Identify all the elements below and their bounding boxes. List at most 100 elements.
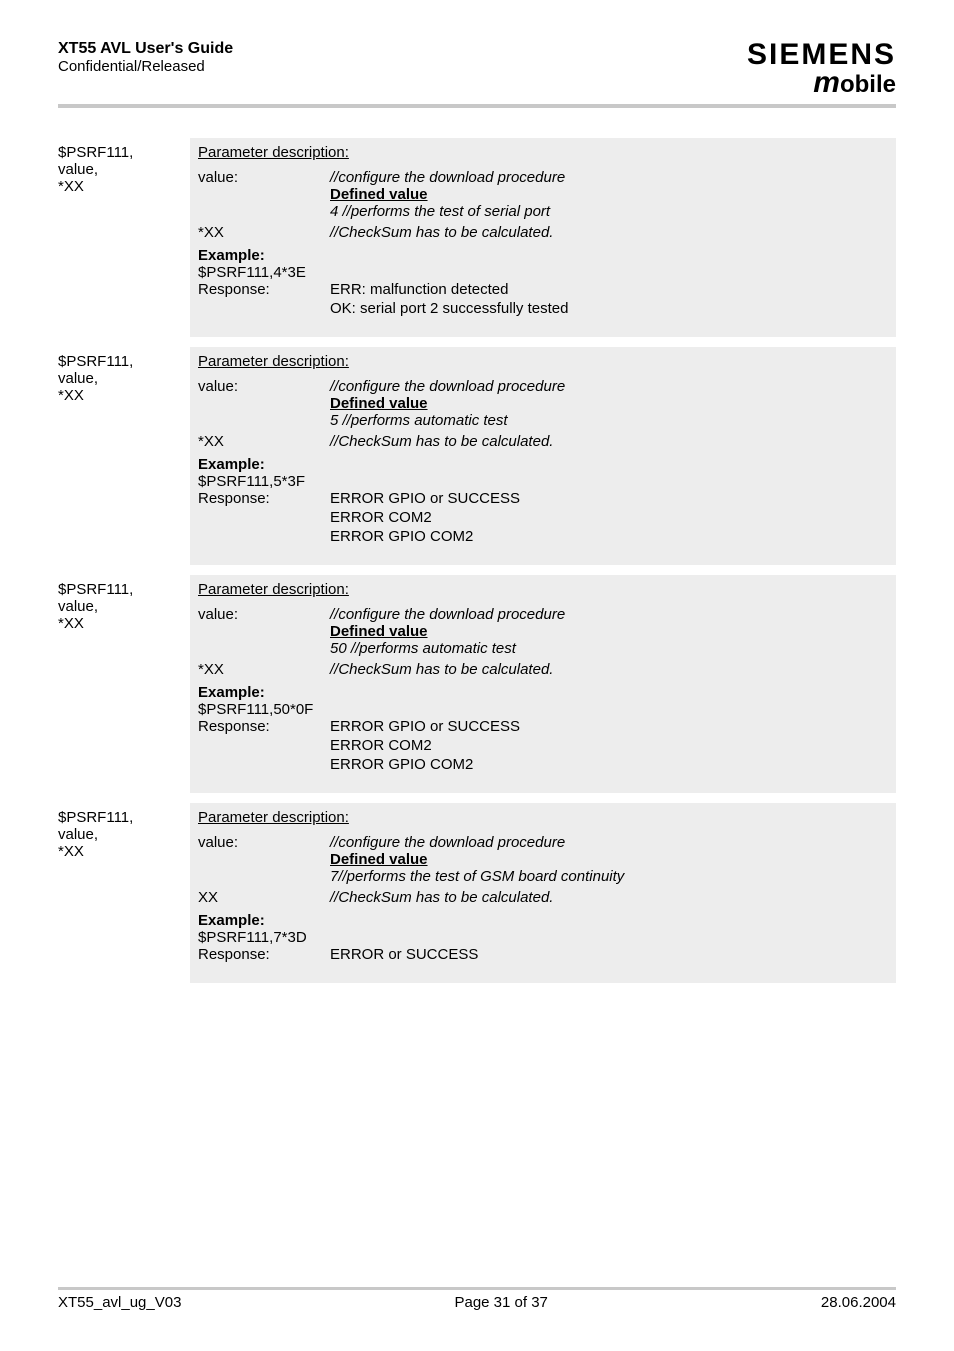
cmd-line: value, [58, 370, 190, 387]
defined-value-text: 4 //performs the test of serial port [330, 203, 550, 220]
command-description: Parameter description: value://configure … [190, 803, 896, 983]
cmd-line: value, [58, 161, 190, 178]
response-row: Response:ERROR or SUCCESS [198, 946, 886, 963]
response-key: Response: [198, 490, 330, 507]
command-block: $PSRF111,value,*XXParameter description:… [58, 347, 896, 565]
xx-comment: //CheckSum has to be calculated. [330, 433, 886, 450]
command-description: Parameter description: value://configure … [190, 575, 896, 793]
header-rule [58, 104, 896, 108]
header-left: XT55 AVL User's Guide Confidential/Relea… [58, 40, 233, 75]
cmd-line: $PSRF111, [58, 581, 190, 598]
value-key: value: [198, 834, 330, 885]
example-label: Example: [198, 912, 886, 929]
value-comment: //configure the download procedure [330, 606, 565, 623]
xx-key: *XX [198, 661, 330, 678]
footer-rule [58, 1287, 896, 1290]
page-header: XT55 AVL User's Guide Confidential/Relea… [58, 40, 896, 98]
command-blocks: $PSRF111,value,*XXParameter description:… [58, 138, 896, 983]
response-row: ERROR GPIO COM2 [198, 528, 886, 545]
response-key: Response: [198, 946, 330, 963]
cmd-line: *XX [58, 178, 190, 195]
response-key: Response: [198, 281, 330, 298]
example-command: $PSRF111,7*3D [198, 929, 886, 946]
xx-comment: //CheckSum has to be calculated. [330, 661, 886, 678]
value-comment: //configure the download procedure [330, 834, 565, 851]
xx-key: *XX [198, 224, 330, 241]
checksum-row: XX//CheckSum has to be calculated. [198, 889, 886, 906]
response-value: ERROR GPIO or SUCCESS [330, 718, 886, 735]
response-key: Response: [198, 718, 330, 735]
xx-key: *XX [198, 433, 330, 450]
value-row: value://configure the download procedure… [198, 378, 886, 429]
response-value: ERR: malfunction detected [330, 281, 886, 298]
response-value: OK: serial port 2 successfully tested [330, 300, 886, 317]
response-row: Response:ERROR GPIO or SUCCESS [198, 490, 886, 507]
checksum-row: *XX//CheckSum has to be calculated. [198, 224, 886, 241]
command-description: Parameter description:value://configure … [190, 347, 896, 565]
response-row: ERROR COM2 [198, 737, 886, 754]
response-row: Response:ERROR GPIO or SUCCESS [198, 718, 886, 735]
page-footer: XT55_avl_ug_V03 Page 31 of 37 28.06.2004 [58, 1287, 896, 1311]
example-command: $PSRF111,4*3E [198, 264, 886, 281]
value-desc: //configure the download procedureDefine… [330, 378, 886, 429]
footer-left: XT55_avl_ug_V03 [58, 1294, 181, 1311]
command-description: Parameter description: value://configure … [190, 138, 896, 337]
response-row: ERROR GPIO COM2 [198, 756, 886, 773]
doc-title: XT55 AVL User's Guide [58, 40, 233, 58]
checksum-row: *XX//CheckSum has to be calculated. [198, 661, 886, 678]
value-desc: //configure the download procedureDefine… [330, 169, 886, 220]
cmd-line: $PSRF111, [58, 809, 190, 826]
page: XT55 AVL User's Guide Confidential/Relea… [0, 0, 954, 1351]
doc-subtitle: Confidential/Released [58, 58, 233, 75]
cmd-line: $PSRF111, [58, 353, 190, 370]
cmd-line: $PSRF111, [58, 144, 190, 161]
example-command: $PSRF111,50*0F [198, 701, 886, 718]
value-comment: //configure the download procedure [330, 378, 565, 395]
value-desc: //configure the download procedureDefine… [330, 834, 886, 885]
value-row: value://configure the download procedure… [198, 834, 886, 885]
parameter-description-heading: Parameter description: [198, 809, 886, 826]
value-row: value://configure the download procedure… [198, 606, 886, 657]
response-value: ERROR or SUCCESS [330, 946, 886, 963]
logo-text-bottom: mobile [747, 68, 896, 98]
response-row: ERROR COM2 [198, 509, 886, 526]
command-syntax: $PSRF111,value,*XX [58, 803, 190, 983]
cmd-line: value, [58, 826, 190, 843]
siemens-logo: SIEMENS mobile [747, 40, 896, 98]
cmd-line: *XX [58, 615, 190, 632]
parameter-description-heading: Parameter description: [198, 581, 886, 598]
response-value: ERROR GPIO COM2 [330, 756, 886, 773]
value-key: value: [198, 378, 330, 429]
defined-value-text: 50 //performs automatic test [330, 640, 516, 657]
response-row: OK: serial port 2 successfully tested [198, 300, 886, 317]
footer-row: XT55_avl_ug_V03 Page 31 of 37 28.06.2004 [58, 1294, 896, 1311]
defined-value-label: Defined value [330, 623, 428, 640]
xx-key: XX [198, 889, 330, 906]
example-label: Example: [198, 247, 886, 264]
command-syntax: $PSRF111,value,*XX [58, 347, 190, 565]
defined-value-text: 7//performs the test of GSM board contin… [330, 868, 624, 885]
cmd-line: *XX [58, 843, 190, 860]
checksum-row: *XX//CheckSum has to be calculated. [198, 433, 886, 450]
command-syntax: $PSRF111,value,*XX [58, 138, 190, 337]
cmd-line: value, [58, 598, 190, 615]
example-label: Example: [198, 684, 886, 701]
value-row: value://configure the download procedure… [198, 169, 886, 220]
footer-center: Page 31 of 37 [454, 1294, 547, 1311]
response-value: ERROR GPIO COM2 [330, 528, 886, 545]
footer-right: 28.06.2004 [821, 1294, 896, 1311]
response-row: Response:ERR: malfunction detected [198, 281, 886, 298]
parameter-description-heading: Parameter description: [198, 144, 886, 161]
value-key: value: [198, 606, 330, 657]
response-value: ERROR COM2 [330, 509, 886, 526]
command-block: $PSRF111,value,*XXParameter description:… [58, 138, 896, 337]
response-value: ERROR COM2 [330, 737, 886, 754]
response-value: ERROR GPIO or SUCCESS [330, 490, 886, 507]
example-label: Example: [198, 456, 886, 473]
value-comment: //configure the download procedure [330, 169, 565, 186]
defined-value-text: 5 //performs automatic test [330, 412, 508, 429]
cmd-line: *XX [58, 387, 190, 404]
command-block: $PSRF111,value,*XXParameter description:… [58, 803, 896, 983]
example-command: $PSRF111,5*3F [198, 473, 886, 490]
value-key: value: [198, 169, 330, 220]
